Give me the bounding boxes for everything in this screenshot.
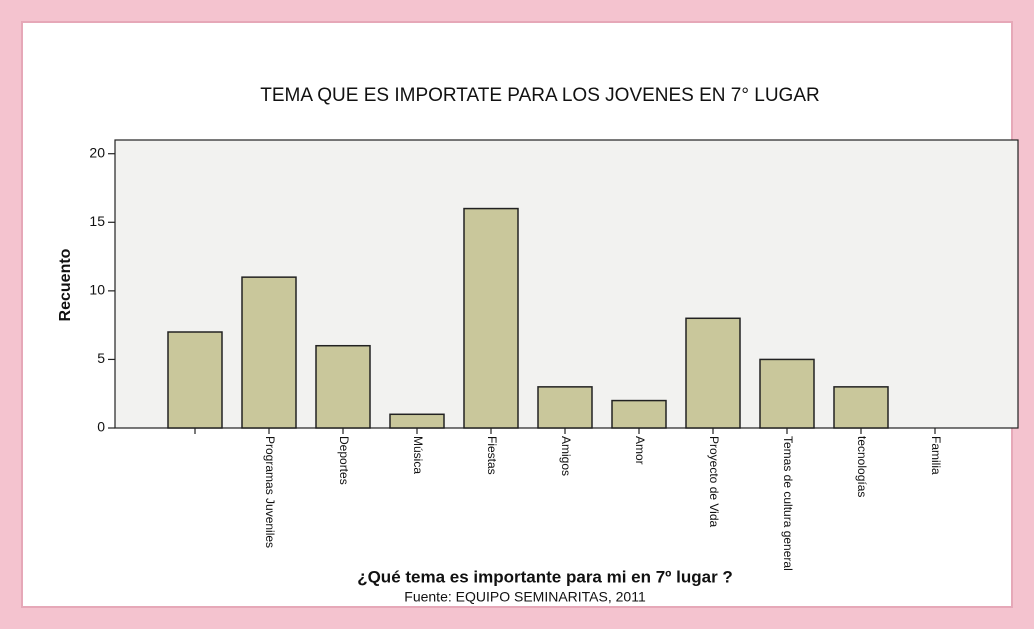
bar (685, 317, 741, 429)
y-tick-label: 10 (89, 282, 105, 298)
x-tick-label: Amor (633, 436, 647, 465)
source-note: Fuente: EQUIPO SEMINARITAS, 2011 (404, 589, 646, 605)
x-tick-label: Familia (929, 436, 943, 475)
x-tick-label: tecnologías (855, 436, 869, 497)
bar (389, 413, 445, 429)
x-tick-label: Proyecto de Vida (707, 436, 721, 527)
bar (833, 386, 889, 429)
x-tick-label: Música (411, 436, 425, 474)
y-tick-label: 5 (97, 350, 105, 366)
bar (537, 386, 593, 429)
x-tick-label: Fiestas (485, 436, 499, 475)
y-tick-label: 0 (97, 419, 105, 435)
x-tick-label: Amigos (559, 436, 573, 476)
x-tick-label: Deportes (337, 436, 351, 485)
y-axis-label: Recuento (57, 248, 74, 321)
bar (241, 276, 297, 429)
bar (463, 207, 519, 429)
bar (759, 358, 815, 429)
x-axis-label: ¿Qué tema es importante para mi en 7º lu… (357, 567, 733, 586)
bar (167, 331, 223, 429)
bar (611, 399, 667, 429)
x-tick-label: Programas Juveniles (263, 436, 277, 548)
y-tick-label: 15 (89, 213, 105, 229)
bar (315, 344, 371, 429)
x-tick-label: Temas de cultura general (781, 436, 795, 571)
chart-title: TEMA QUE ES IMPORTATE PARA LOS JOVENES E… (260, 85, 819, 106)
y-tick-label: 20 (89, 144, 105, 160)
